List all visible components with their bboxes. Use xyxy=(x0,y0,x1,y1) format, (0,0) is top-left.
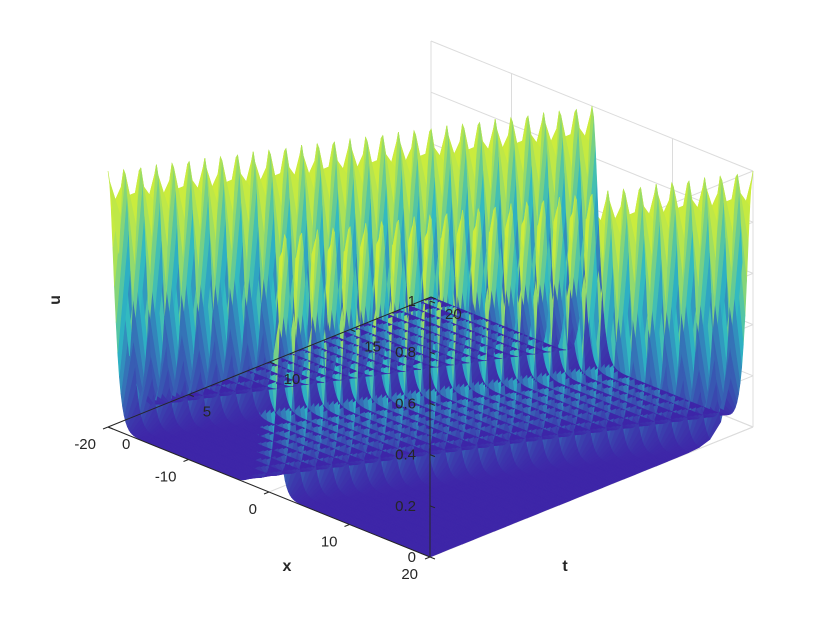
surface xyxy=(107,105,754,558)
